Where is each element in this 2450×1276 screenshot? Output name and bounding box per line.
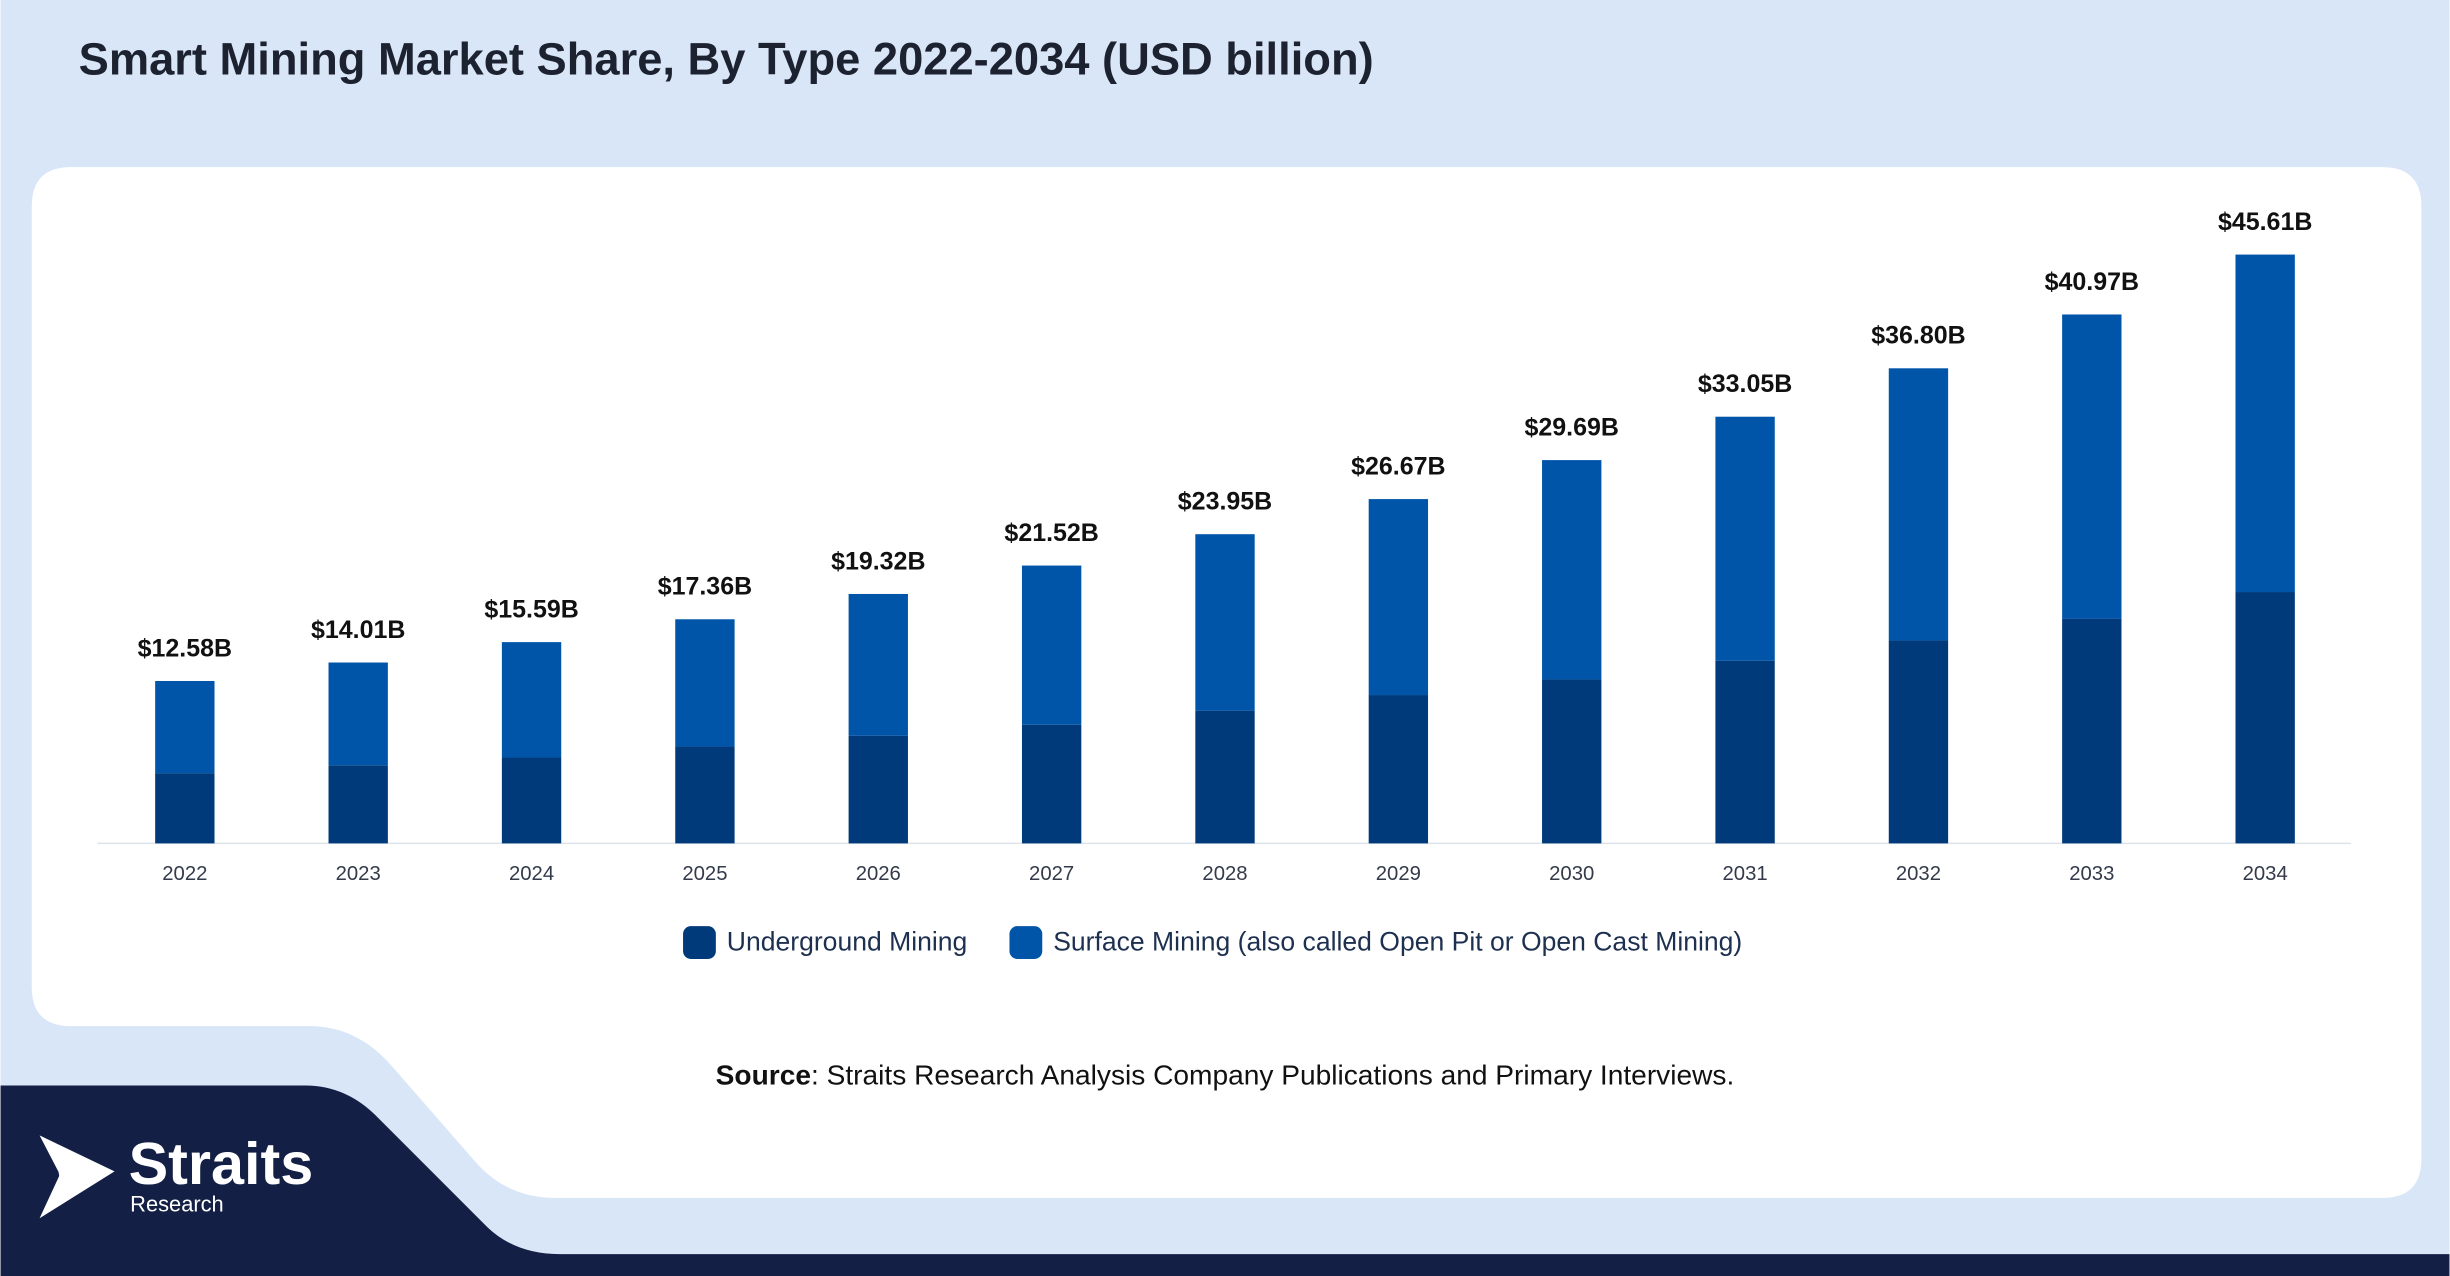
total-label: $21.52B (1004, 519, 1098, 547)
legend: Underground Mining Surface Mining (also c… (683, 926, 1742, 959)
bar-segment (1368, 499, 1429, 696)
bar-segment (1715, 416, 1775, 661)
x-tick-label: 2025 (682, 863, 727, 885)
logo-icon-part (56, 1158, 115, 1181)
bar-segment (848, 735, 908, 844)
total-label: $15.59B (484, 595, 578, 623)
legend-label: Surface Mining (also called Open Pit or … (1053, 926, 1742, 956)
total-label: $36.80B (1871, 322, 1965, 350)
brand-name: Straits (129, 1130, 314, 1197)
x-tick-label: 2023 (336, 863, 381, 885)
bar-segment (1542, 679, 1602, 844)
bar-segment (2062, 314, 2122, 619)
legend-swatch (683, 926, 716, 959)
x-tick-label: 2032 (1896, 863, 1941, 885)
bar-segment (1195, 710, 1255, 844)
brand-sub: Research (130, 1191, 224, 1216)
total-label: $23.95B (1178, 488, 1272, 516)
footer-band (0, 1085, 2450, 1276)
bar-segment (1888, 368, 1949, 641)
bar-segment (2062, 618, 2122, 844)
bar-segment (675, 619, 735, 747)
x-tick-label: 2022 (162, 863, 207, 885)
bar-segment (155, 680, 215, 774)
legend-swatch (1009, 926, 1043, 959)
total-label: $45.61B (2218, 208, 2312, 236)
x-tick-label: 2031 (1723, 863, 1768, 885)
bar-segment (328, 662, 388, 766)
bar-segment (2235, 592, 2295, 844)
total-label: $14.01B (311, 616, 405, 644)
bar-segment (1542, 460, 1602, 680)
total-label: $19.32B (831, 547, 925, 575)
x-tick-label: 2027 (1029, 863, 1074, 885)
bar-segment (501, 642, 562, 758)
total-label: $12.58B (138, 634, 232, 662)
source: Source: Straits Research Analysis Compan… (716, 1060, 1735, 1091)
bar-segment (501, 757, 562, 844)
bar-segment (1195, 534, 1255, 711)
source-label: Source (716, 1060, 811, 1091)
bar-segment (328, 765, 388, 844)
x-tick-label: 2033 (2069, 863, 2114, 885)
x-tick-label: 2026 (856, 863, 901, 885)
bar-segment (1021, 565, 1082, 725)
bar-segment (675, 746, 735, 844)
bar-segment (1888, 640, 1949, 844)
bar-segment (1368, 695, 1429, 844)
bar-segment (1021, 724, 1082, 844)
total-label: $17.36B (658, 573, 752, 601)
bar-segment (848, 593, 908, 736)
bar-segment (155, 773, 215, 844)
bar-segment (1715, 660, 1775, 844)
total-label: $33.05B (1698, 370, 1792, 398)
x-tick-label: 2034 (2243, 863, 2288, 885)
total-label: $26.67B (1351, 452, 1445, 480)
x-tick-label: 2028 (1202, 863, 1247, 885)
chart-title: Smart Mining Market Share, By Type 2022-… (79, 33, 1374, 84)
x-tick-label: 2030 (1549, 863, 1594, 885)
bar-segment (2235, 254, 2295, 593)
legend-label: Underground Mining (727, 926, 968, 956)
x-tick-label: 2024 (509, 863, 554, 885)
x-tick-label: 2029 (1376, 863, 1421, 885)
total-label: $29.69B (1525, 413, 1619, 441)
source-text: : Straits Research Analysis Company Publ… (811, 1060, 1734, 1091)
total-label: $40.97B (2045, 268, 2139, 296)
